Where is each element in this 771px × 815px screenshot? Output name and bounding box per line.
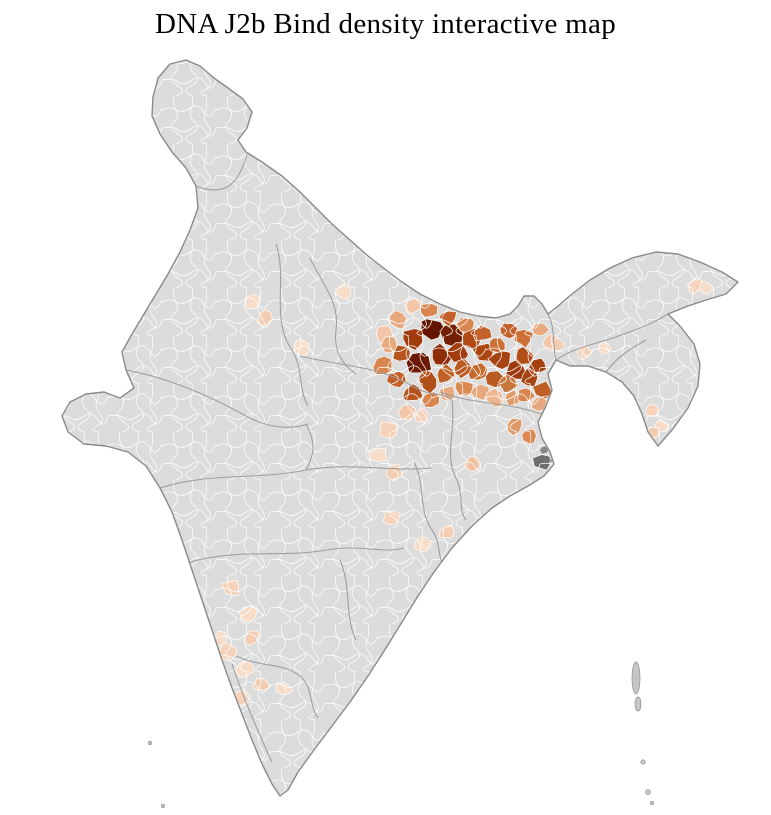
state-border [159,466,433,489]
state-border [305,423,314,471]
lakshadweep-island [161,804,165,808]
state-border [299,355,453,401]
andaman-island [634,696,642,712]
state-borders [125,153,669,763]
state-border [605,339,647,373]
state-border [555,313,669,361]
district-borders-overlay [62,60,738,796]
page-title: DNA J2b Bind density interactive map [154,8,617,40]
state-border [189,547,405,563]
nicobar-island [640,759,646,765]
state-border [339,559,357,641]
islands [148,661,655,808]
district-borders-mesh [62,60,738,796]
lakshadweep-island [148,741,152,745]
state-border [309,257,357,375]
state-border [547,313,557,361]
state-border [450,399,467,521]
state-border [413,461,447,569]
state-border [231,663,273,763]
state-border [275,243,309,407]
state-border [235,655,319,719]
state-border [439,391,555,419]
state-border [125,369,309,428]
andaman-island [631,661,641,695]
nicobar-island [649,800,655,806]
nicobar-island [645,789,651,795]
state-border [195,153,248,191]
